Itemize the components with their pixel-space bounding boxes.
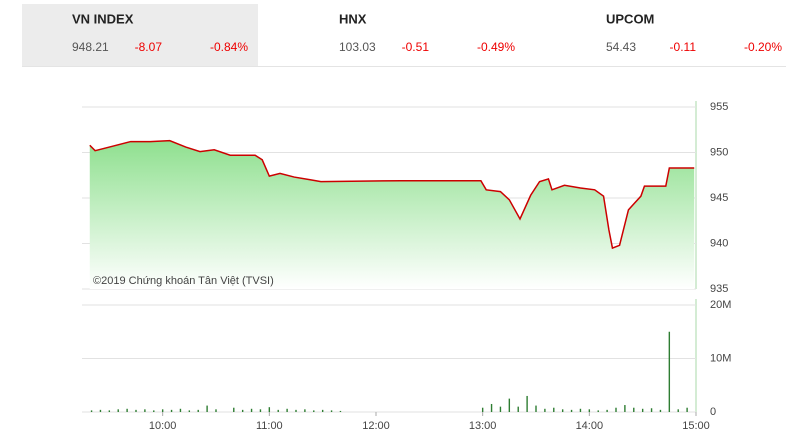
volume-bar bbox=[633, 407, 635, 412]
y-tick-label: 945 bbox=[710, 192, 728, 204]
volume-bar bbox=[304, 409, 306, 412]
volume-bar bbox=[570, 409, 573, 412]
volume-bar bbox=[90, 410, 93, 412]
volume-bar bbox=[321, 409, 324, 412]
index-name: UPCOM bbox=[606, 11, 654, 26]
volume-bar bbox=[677, 409, 679, 412]
volume-bar bbox=[108, 410, 111, 412]
volume-bar bbox=[250, 408, 253, 412]
index-change: -8.07 bbox=[135, 40, 163, 54]
volume-bar bbox=[233, 407, 235, 412]
volume-bar bbox=[215, 409, 217, 412]
volume-bar bbox=[170, 409, 173, 412]
index-name: VN INDEX bbox=[72, 11, 134, 26]
x-tick-label: 12:00 bbox=[362, 420, 390, 432]
x-tick-label: 10:00 bbox=[149, 420, 177, 432]
volume-bar bbox=[135, 409, 137, 412]
watermark: ©2019 Chứng khoán Tân Việt (TVSI) bbox=[93, 275, 274, 287]
volume-bar bbox=[624, 405, 626, 412]
x-tick-label: 13:00 bbox=[469, 420, 497, 432]
volume-bar bbox=[161, 409, 164, 412]
volume-bar bbox=[606, 409, 608, 412]
active-tab[interactable] bbox=[22, 4, 258, 66]
volume-bar bbox=[153, 410, 155, 412]
volume-bar bbox=[99, 409, 102, 412]
index-percent: -0.49% bbox=[477, 40, 515, 54]
index-value: 54.43 bbox=[606, 40, 636, 54]
index-change: -0.11 bbox=[670, 40, 697, 54]
volume-bar bbox=[117, 409, 119, 412]
volume-bar bbox=[241, 409, 244, 412]
price-line bbox=[89, 139, 695, 250]
volume-bar bbox=[144, 409, 146, 412]
volume-bar bbox=[686, 407, 688, 412]
volume-bar bbox=[641, 408, 644, 412]
index-percent: -0.84% bbox=[210, 40, 248, 54]
volume-bar bbox=[659, 409, 662, 412]
volume-bar bbox=[508, 398, 511, 412]
y-tick-label: 0 bbox=[710, 406, 716, 418]
y-tick-label: 935 bbox=[710, 283, 728, 295]
volume-bar bbox=[561, 409, 564, 412]
volume-bar bbox=[277, 409, 279, 412]
area bbox=[89, 140, 695, 289]
volume-bar bbox=[179, 408, 182, 412]
x-tick-label: 14:00 bbox=[576, 420, 604, 432]
volume-bar bbox=[188, 410, 191, 412]
index-change: -0.51 bbox=[402, 40, 430, 54]
index-value: 948.21 bbox=[72, 40, 109, 54]
volume-bar bbox=[588, 409, 591, 412]
volume-bar bbox=[553, 407, 555, 412]
index-value: 103.03 bbox=[339, 40, 376, 54]
volume-bar bbox=[499, 406, 502, 412]
x-tick-label: 11:00 bbox=[256, 420, 283, 432]
y-tick-label: 20M bbox=[710, 299, 731, 311]
x-tick-label: 15:00 bbox=[682, 420, 710, 432]
volume-bar bbox=[295, 409, 297, 412]
volume-bar bbox=[259, 409, 262, 412]
volume-bar bbox=[268, 407, 271, 412]
tabs: VN INDEX 948.21 -8.07 -0.84% HNX 103.03 -0.51 -… bbox=[72, 11, 782, 54]
volume-bar bbox=[206, 405, 208, 412]
volume-bar bbox=[313, 410, 315, 412]
volume-bar bbox=[526, 395, 528, 412]
volume-bar bbox=[668, 331, 671, 412]
volume-bar bbox=[597, 410, 599, 412]
index-percent: -0.20% bbox=[744, 40, 782, 54]
volume-bar bbox=[126, 408, 128, 412]
index-name: HNX bbox=[339, 11, 367, 26]
volume-bar bbox=[544, 408, 546, 412]
volume-bar bbox=[579, 408, 582, 412]
volume-bar bbox=[615, 407, 617, 412]
volume-bar bbox=[490, 403, 493, 412]
y-tick-label: 950 bbox=[710, 146, 728, 158]
volume-bar bbox=[650, 408, 653, 412]
y-tick-label: 940 bbox=[710, 237, 728, 249]
charts: 935 940 945 950 955 ©2019 Chứng khoán Tân Việ… bbox=[82, 101, 731, 432]
volume-bar bbox=[197, 409, 199, 412]
y-tick-label: 955 bbox=[710, 101, 728, 113]
volume-bar bbox=[330, 410, 333, 412]
volume-bar bbox=[535, 405, 537, 412]
volume-bar bbox=[517, 406, 519, 412]
volume-bar bbox=[481, 407, 484, 412]
volume-bar bbox=[286, 408, 288, 412]
volume-bar bbox=[339, 410, 342, 412]
y-tick-label: 10M bbox=[710, 352, 731, 364]
